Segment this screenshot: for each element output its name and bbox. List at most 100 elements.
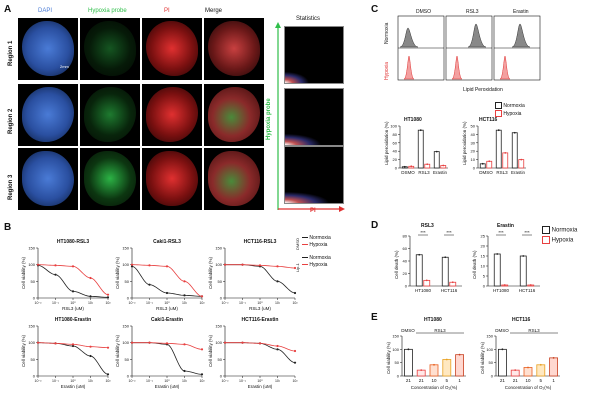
y-tick-label: 100 xyxy=(390,124,397,129)
dose-response-chart: HCT116-Erastin 150 100 50 010⁻² 10⁻¹ 10⁰ 10¹ 10²… xyxy=(208,317,298,389)
panel-label-c: C xyxy=(371,4,379,15)
legend-d-normoxia-swatch xyxy=(542,226,550,234)
legend-c-normoxia: Normoxia xyxy=(495,102,525,109)
y-tick-label: 5 xyxy=(483,274,486,279)
bar-chart: 150 100 50 0 21 21 10 5 1 Cell viability (%) Conce… xyxy=(480,328,560,390)
bar xyxy=(549,357,558,377)
category-label: HT1080 xyxy=(415,288,432,293)
legend-c-hypoxia-swatch xyxy=(495,110,502,117)
category-label: HCT116 xyxy=(519,288,536,293)
y-tick-label: 0 xyxy=(33,374,36,379)
y-tick-label: 20 xyxy=(471,149,476,154)
col-header-dapi: DAPI xyxy=(38,8,53,14)
data-dot xyxy=(527,366,529,369)
y-tick-label: 20 xyxy=(403,271,408,276)
data-dot xyxy=(497,129,500,132)
bar xyxy=(415,254,423,287)
y-tick-label: 150 xyxy=(28,246,35,251)
data-dot xyxy=(418,253,421,256)
col-header-hypoxia: Hypoxia probe xyxy=(88,8,127,14)
chart-title: HT1080-Erastin xyxy=(55,317,91,323)
data-point xyxy=(165,291,169,295)
data-point xyxy=(54,264,57,267)
legend-b-hypoxia: Hypoxia xyxy=(302,243,327,248)
x-axis-label: Concentration of O₂(%) xyxy=(411,385,458,390)
data-point xyxy=(293,291,297,295)
y-tick-label: 0 xyxy=(220,296,223,301)
x-tick-label: 10¹ xyxy=(275,379,281,383)
x-axis-label: RSL3 (uM) xyxy=(249,306,271,311)
x-tick-label: 10² xyxy=(292,379,298,383)
category-label: 10 xyxy=(431,378,437,383)
normoxia-peak xyxy=(467,23,487,48)
y-tick-label: 40 xyxy=(403,259,408,264)
density-cloud xyxy=(285,89,343,145)
data-point xyxy=(276,344,279,348)
y-tick-label: 50 xyxy=(31,279,36,284)
flow-col-dmso: DMSO xyxy=(416,9,431,15)
data-dot xyxy=(442,164,445,167)
y-tick-label: 0 xyxy=(483,284,486,289)
legend-b-normoxia: Normoxia xyxy=(302,236,331,241)
col-header-pi: PI xyxy=(164,8,170,14)
data-dot xyxy=(503,284,506,286)
sig-stars: *** xyxy=(498,230,504,235)
data-dot xyxy=(552,356,555,359)
legend-b-normoxia-2: Normoxia xyxy=(302,256,331,261)
bar xyxy=(523,367,533,377)
legend-d-normoxia-label: Normoxia xyxy=(551,227,578,234)
x-tick-label: 10⁰ xyxy=(70,301,76,305)
category-label: 1 xyxy=(552,378,555,383)
y-tick-label: 20 xyxy=(481,244,486,249)
x-tick-label: 10² xyxy=(199,379,205,383)
data-point xyxy=(148,264,151,267)
tissue-section xyxy=(146,21,198,76)
y-tick-label: 150 xyxy=(122,324,129,329)
data-dot xyxy=(407,348,410,351)
y-tick-label: 40 xyxy=(393,149,398,154)
tissue-section xyxy=(84,151,136,206)
flow-xlabel: Lipid Peroxidation xyxy=(463,87,503,93)
data-dot xyxy=(420,369,423,372)
microscopy-tile xyxy=(80,18,140,80)
y-axis-label: Cell viability (%) xyxy=(480,341,485,374)
flow-histogram xyxy=(397,15,445,81)
data-dot xyxy=(444,256,447,259)
data-dot xyxy=(445,358,448,361)
data-point xyxy=(276,280,279,283)
microscopy-tile xyxy=(18,18,78,80)
category-label: 10 xyxy=(525,378,531,383)
data-dot xyxy=(451,281,454,284)
y-tick-label: 0 xyxy=(473,166,476,171)
bar-e2-title: HCT116 xyxy=(512,317,531,323)
stats-xlabel: PI xyxy=(310,208,316,214)
y-tick-label: 20 xyxy=(393,157,398,162)
data-dot xyxy=(433,363,435,366)
x-axis-label: Concentration of O₂(%) xyxy=(505,385,552,390)
data-point xyxy=(165,342,169,345)
y-tick-label: 30 xyxy=(471,140,476,145)
category-label: DSMO xyxy=(401,170,415,175)
legend-b-hypoxia-2-label: Hypoxia xyxy=(309,262,328,268)
panel-label-d: D xyxy=(371,220,379,231)
y-tick-label: 100 xyxy=(215,262,222,267)
y-tick-label: 150 xyxy=(215,324,222,329)
data-point xyxy=(148,283,151,286)
y-axis-label: Cell viability (%) xyxy=(208,256,213,289)
data-point xyxy=(89,345,92,348)
y-tick-label: 50 xyxy=(395,360,400,365)
sig-stars: *** xyxy=(420,230,426,235)
data-point xyxy=(71,290,75,293)
data-dot xyxy=(529,284,532,286)
category-label: 5 xyxy=(446,378,449,383)
dose-response-chart: Caki1-Erastin 150 100 50 010⁻² 10⁻¹ 10⁰ 10¹ 10² E… xyxy=(115,317,205,389)
tissue-section xyxy=(22,21,74,76)
col-header-statistics: Statistics xyxy=(296,16,321,22)
x-tick-label: 10² xyxy=(105,379,111,383)
density-plot xyxy=(284,88,344,146)
x-tick-label: 10¹ xyxy=(182,379,188,383)
flow-col-rsl3: RSL3 xyxy=(466,9,479,15)
panel-label-a: A xyxy=(4,4,12,15)
